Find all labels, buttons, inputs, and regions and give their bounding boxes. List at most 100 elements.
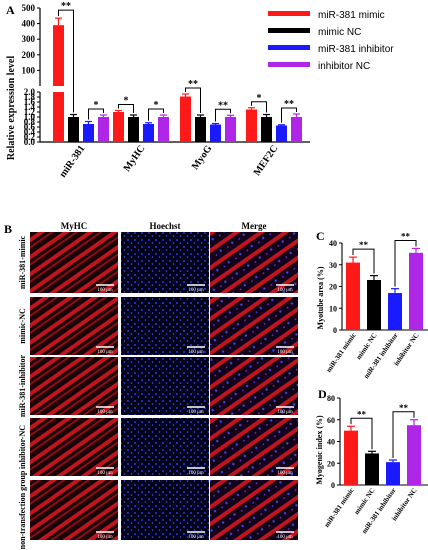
- significance-bracket: [251, 101, 267, 113]
- y-tick-label: 60: [327, 416, 335, 425]
- scale-bar-label: 100 μm: [277, 410, 292, 415]
- significance-bracket: [350, 417, 373, 450]
- significance-label: **: [357, 409, 367, 419]
- chart-c-ylabel: Myotube area (%): [316, 266, 325, 329]
- micrograph-grid: MyHC Hoechst Merge miR-381-mimic 100 μm 100 μ…: [18, 221, 298, 549]
- significance-label: **: [401, 231, 411, 241]
- bar-miR-381-inhibitor: [386, 462, 400, 485]
- y-tick-label: 100: [22, 65, 36, 75]
- chart-a-categories: miR-381 MyHC MyoG MEF2C: [57, 143, 280, 180]
- bar-miR-381: [98, 117, 109, 142]
- bar-miR-381: [83, 124, 94, 142]
- y-tick-label: 0: [331, 481, 335, 490]
- scale-bar-label: 100 μm: [97, 410, 112, 415]
- chart-a-legend: miR-381 mimic mimic NC miR-381 inhibitor in…: [268, 10, 394, 72]
- significance-label: **: [218, 100, 228, 111]
- chart-a-ylabel: Relative expression level: [6, 56, 17, 160]
- bar-MyHC: [128, 117, 139, 142]
- y-tick-label: 20: [327, 459, 335, 468]
- category-label: MyHC: [122, 143, 148, 173]
- micrograph-myhc: [30, 232, 118, 293]
- chart-a-significance: *** * ********: [58, 1, 297, 123]
- legend-swatch: [268, 45, 310, 50]
- micrograph-hoechst: [121, 232, 209, 293]
- panel-label-a: A: [6, 3, 15, 17]
- significance-bracket: [352, 248, 375, 274]
- scale-bar-label: 100 μm: [188, 288, 203, 293]
- y-tick-label: 0.0: [24, 137, 36, 147]
- legend-label: miR-381 inhibitor: [318, 44, 394, 55]
- significance-label: **: [284, 99, 294, 110]
- row-label: miR-381-mimic: [18, 235, 27, 289]
- bar-MEF2C: [261, 117, 272, 142]
- category-label: miR-381 mimic: [325, 332, 358, 374]
- significance-label: **: [188, 79, 198, 90]
- bar-miR-381-lower: [53, 92, 64, 142]
- scale-bar-label: 100 μm: [277, 471, 292, 476]
- category-label: MEF2C: [252, 143, 281, 178]
- significance-bracket: [185, 87, 201, 113]
- significance-label: *: [257, 93, 262, 104]
- micrograph-hoechst: [121, 418, 209, 476]
- row-label: non-transfection group: [18, 470, 27, 549]
- y-tick-label: 1.6: [24, 97, 36, 107]
- bar-mimic-NC: [365, 453, 379, 485]
- y-tick-label: 0.2: [24, 132, 36, 142]
- legend-swatch: [268, 11, 310, 16]
- scale-bar-label: 100 μm: [188, 350, 203, 355]
- scale-bar-label: 100 μm: [277, 535, 292, 540]
- micrograph-myhc: [30, 297, 118, 355]
- legend-swatch: [268, 62, 310, 67]
- micrograph-merge: [210, 297, 298, 355]
- significance-label: *: [154, 100, 159, 111]
- micrograph-hoechst: [121, 297, 209, 355]
- micrograph-merge: [210, 480, 298, 540]
- significance-label: **: [61, 1, 71, 12]
- scale-bar-label: 100 μm: [97, 288, 112, 293]
- category-label: miR-381: [57, 143, 87, 179]
- micrograph-myhc: [30, 480, 118, 540]
- category-label: MyoG: [190, 143, 215, 172]
- y-tick-label: 40: [327, 438, 335, 447]
- significance-label: **: [359, 240, 369, 250]
- panel-label-c: C: [316, 229, 325, 243]
- micrograph-merge: [210, 357, 298, 415]
- significance-bracket: [392, 411, 415, 458]
- bar-MyoG: [180, 96, 191, 142]
- significance-bracket: [215, 108, 231, 122]
- category-label: miR-381 mimic: [323, 487, 356, 529]
- scale-bar-label: 100 μm: [188, 535, 203, 540]
- scale-bar-label: 100 μm: [188, 471, 203, 476]
- bar-inhibitor-NC: [407, 425, 421, 485]
- row-label: miR-381-inhibitor: [18, 354, 27, 417]
- bar-inhibitor-NC: [409, 252, 423, 330]
- y-tick-label: 2.0: [24, 87, 36, 97]
- panel-label-b: B: [4, 222, 12, 236]
- legend-label: inhibitor NC: [318, 61, 370, 72]
- bar-MEF2C: [276, 125, 287, 142]
- micrograph-hoechst: [121, 357, 209, 415]
- y-tick-label: 0: [333, 326, 337, 335]
- significance-bracket: [281, 107, 297, 123]
- scale-bar-label: 100 μm: [97, 471, 112, 476]
- significance-bracket: [118, 104, 134, 113]
- y-tick-label: 10: [329, 304, 337, 313]
- y-tick-label: 1.2: [24, 107, 36, 117]
- bar-miR-381-upper: [53, 25, 64, 86]
- significance-bracket: [58, 9, 74, 113]
- y-tick-label: 1.8: [24, 92, 36, 102]
- y-tick-label: 300: [22, 34, 36, 44]
- significance-label: *: [94, 100, 99, 111]
- y-tick-label: 200: [22, 50, 36, 60]
- significance-label: **: [399, 403, 409, 413]
- micrograph-myhc: [30, 357, 118, 415]
- scale-bar-label: 100 μm: [188, 410, 203, 415]
- row-label: inhibitor-NC: [18, 425, 27, 469]
- y-tick-label: 400: [22, 19, 36, 29]
- bar-MEF2C: [246, 109, 257, 142]
- significance-bracket: [148, 108, 164, 121]
- row-label: mimic-NC: [18, 308, 27, 344]
- y-tick-label: 0.6: [24, 122, 36, 132]
- bar-MyHC: [143, 124, 154, 142]
